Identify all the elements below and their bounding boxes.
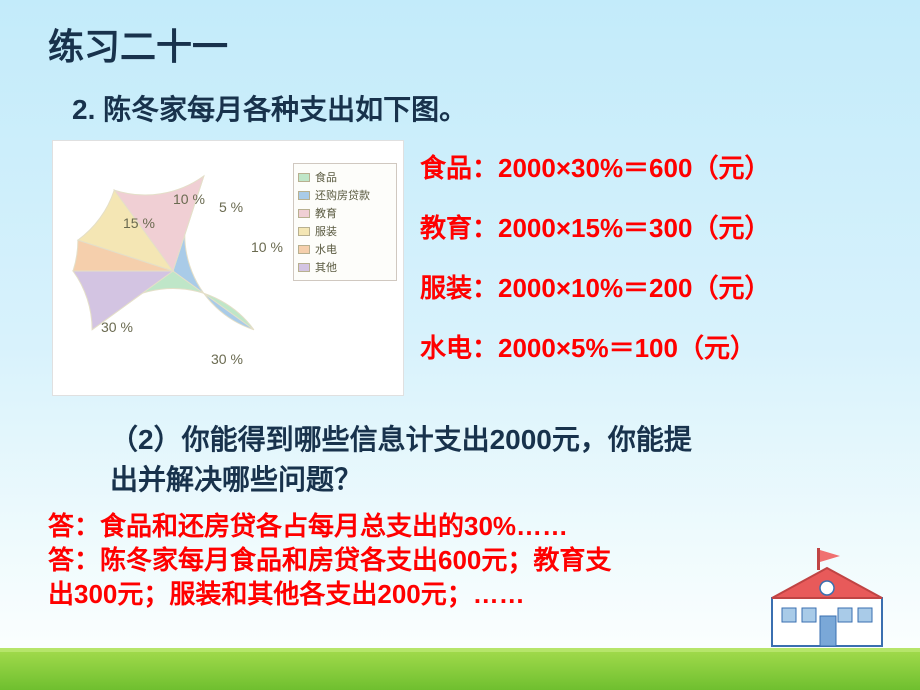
legend-item: 食品 [298,169,392,185]
legend-swatch [298,245,310,254]
pie-chart-panel: 食品还购房贷款教育服装水电其他 30 % 30 % 15 % 10 % 5 % 10 % [52,140,404,396]
calc-line-1: 食品：2000×30%＝600（元） [420,148,770,185]
answer-1: 答：食品和还房贷各占每月总支出的30%…… [48,510,568,543]
question-2-line2: 出并解决哪些问题？ [110,460,362,499]
legend-item: 教育 [298,205,392,221]
legend-label: 其他 [315,259,337,275]
legend-swatch [298,209,310,218]
legend: 食品还购房贷款教育服装水电其他 [293,163,397,281]
pie-slice-label: 5 % [219,199,243,215]
legend-item: 还购房贷款 [298,187,392,203]
legend-label: 还购房贷款 [315,187,370,203]
pie-slice-label: 30 % [211,351,243,367]
pie-slice-label: 15 % [123,215,155,231]
pie-chart [61,149,285,389]
pie-slice-label: 10 % [173,191,205,207]
legend-swatch [298,263,310,272]
school-decoration [762,548,892,658]
calc-line-2: 教育：2000×15%＝300（元） [420,208,770,245]
legend-label: 水电 [315,241,337,257]
pie-slice-label: 10 % [251,239,283,255]
legend-item: 服装 [298,223,392,239]
pie-slice-label: 30 % [101,319,133,335]
calc-line-4: 水电：2000×5%＝100（元） [420,328,756,365]
legend-item: 其他 [298,259,392,275]
page-title: 练习二十一 [48,18,228,70]
question-2-line1: （2）你能得到哪些信息计支出2000元，你能提 [110,420,692,459]
legend-swatch [298,191,310,200]
legend-label: 食品 [315,169,337,185]
legend-swatch [298,173,310,182]
answer-2: 答：陈冬家每月食品和房贷各支出600元；教育支 [48,544,611,577]
answer-3: 出300元；服装和其他各支出200元；…… [48,578,525,611]
calc-line-3: 服装：2000×10%＝200（元） [420,268,770,305]
legend-swatch [298,227,310,236]
question-text: 2. 陈冬家每月各种支出如下图。 [72,88,467,128]
legend-label: 服装 [315,223,337,239]
legend-label: 教育 [315,205,337,221]
legend-item: 水电 [298,241,392,257]
